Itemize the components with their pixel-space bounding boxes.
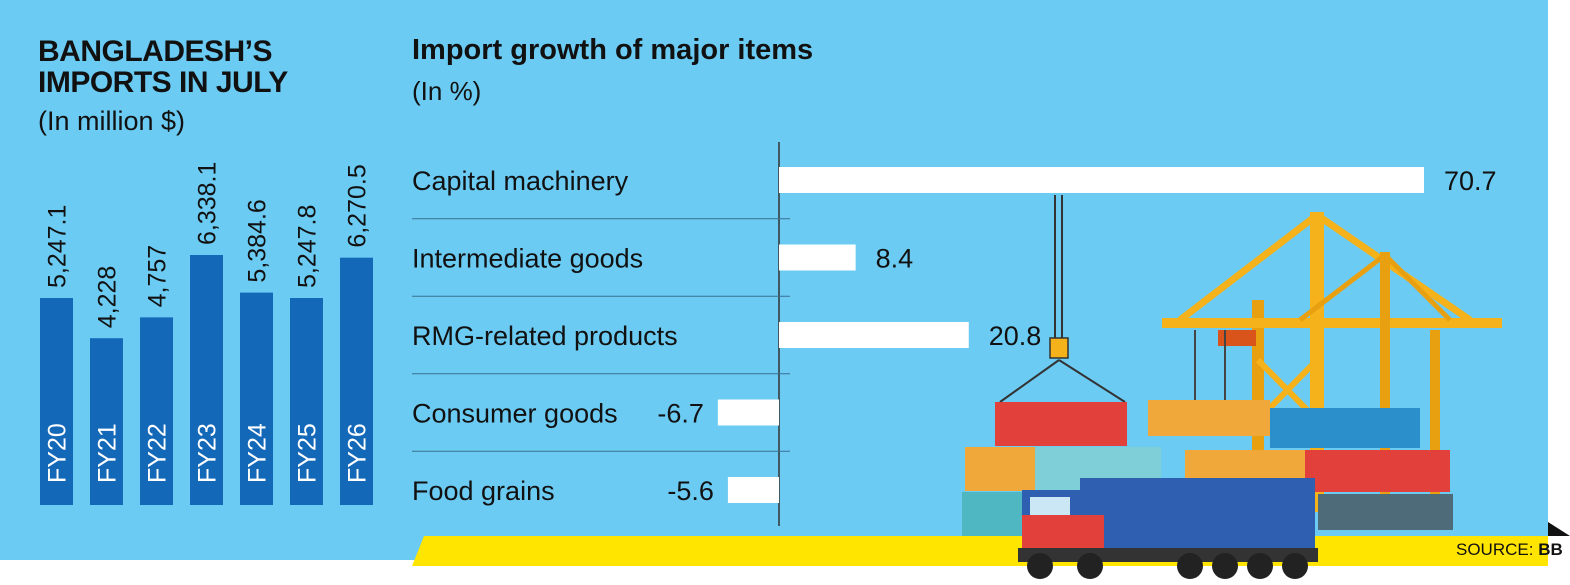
value-label: 4,757: [144, 245, 172, 308]
category-label: Consumer goods: [412, 399, 618, 429]
category-label: FY21: [94, 423, 122, 483]
category-label: FY23: [194, 423, 222, 483]
value-label: 4,228: [94, 266, 122, 329]
source-note: SOURCE: BB: [1456, 540, 1563, 560]
right-chart-subtitle: (In %): [412, 76, 482, 106]
left-chart-title: BANGLADESH’S IMPORTS IN JULY: [38, 35, 288, 99]
value-label: 5,247.1: [44, 205, 72, 288]
right-chart-title: Import growth of major items: [412, 34, 814, 66]
category-label: FY22: [144, 423, 172, 483]
source-value: BB: [1538, 540, 1563, 559]
category-label: Food grains: [412, 476, 555, 506]
growth-bar: [717, 399, 779, 426]
container-stack: [962, 400, 1453, 536]
value-label: -6.7: [657, 399, 704, 429]
left-chart-subtitle: (In million $): [38, 106, 186, 136]
crane-hook: [999, 195, 1126, 403]
category-label: Intermediate goods: [412, 244, 643, 274]
source-label: SOURCE:: [1456, 540, 1534, 559]
import-bar-FY23: [190, 255, 223, 505]
category-label: FY20: [44, 423, 72, 483]
growth-bar: [779, 167, 1424, 193]
category-label: FY26: [344, 423, 372, 483]
category-label: FY25: [294, 423, 322, 483]
value-label: 5,247.8: [294, 205, 322, 288]
import-bar-FY22: [140, 317, 173, 505]
value-label: 8.4: [876, 244, 914, 274]
value-label: 6,338.1: [194, 162, 222, 245]
import-bar-FY20: [40, 298, 73, 505]
port-illustration: [962, 195, 1502, 579]
import-bar-FY25: [290, 298, 323, 505]
category-label: Capital machinery: [412, 166, 629, 196]
import-bar-FY24: [240, 292, 273, 505]
value-label: 5,384.6: [244, 199, 272, 282]
value-label: 20.8: [989, 321, 1042, 351]
ground-corner-arrow: [1548, 522, 1570, 536]
import-bar-FY21: [90, 338, 123, 505]
value-label: 70.7: [1444, 166, 1497, 196]
imports-bar-chart: FY20 5,247.1 FY21 4,228 FY22 4,757 FY23 6,338.1…: [40, 162, 373, 505]
growth-bar: [727, 477, 779, 503]
truck: [1018, 478, 1318, 579]
category-label: RMG-related products: [412, 321, 678, 351]
growth-bar: [779, 322, 969, 348]
import-bar-FY26: [340, 257, 373, 505]
category-label: FY24: [244, 423, 272, 483]
growth-bar: [779, 244, 856, 271]
value-label: -5.6: [667, 476, 714, 506]
value-label: 6,270.5: [344, 164, 372, 247]
ground-strip: [412, 536, 1548, 566]
growth-bar-chart: Capital machinery 70.7 Intermediate goods 8…: [412, 142, 1497, 526]
